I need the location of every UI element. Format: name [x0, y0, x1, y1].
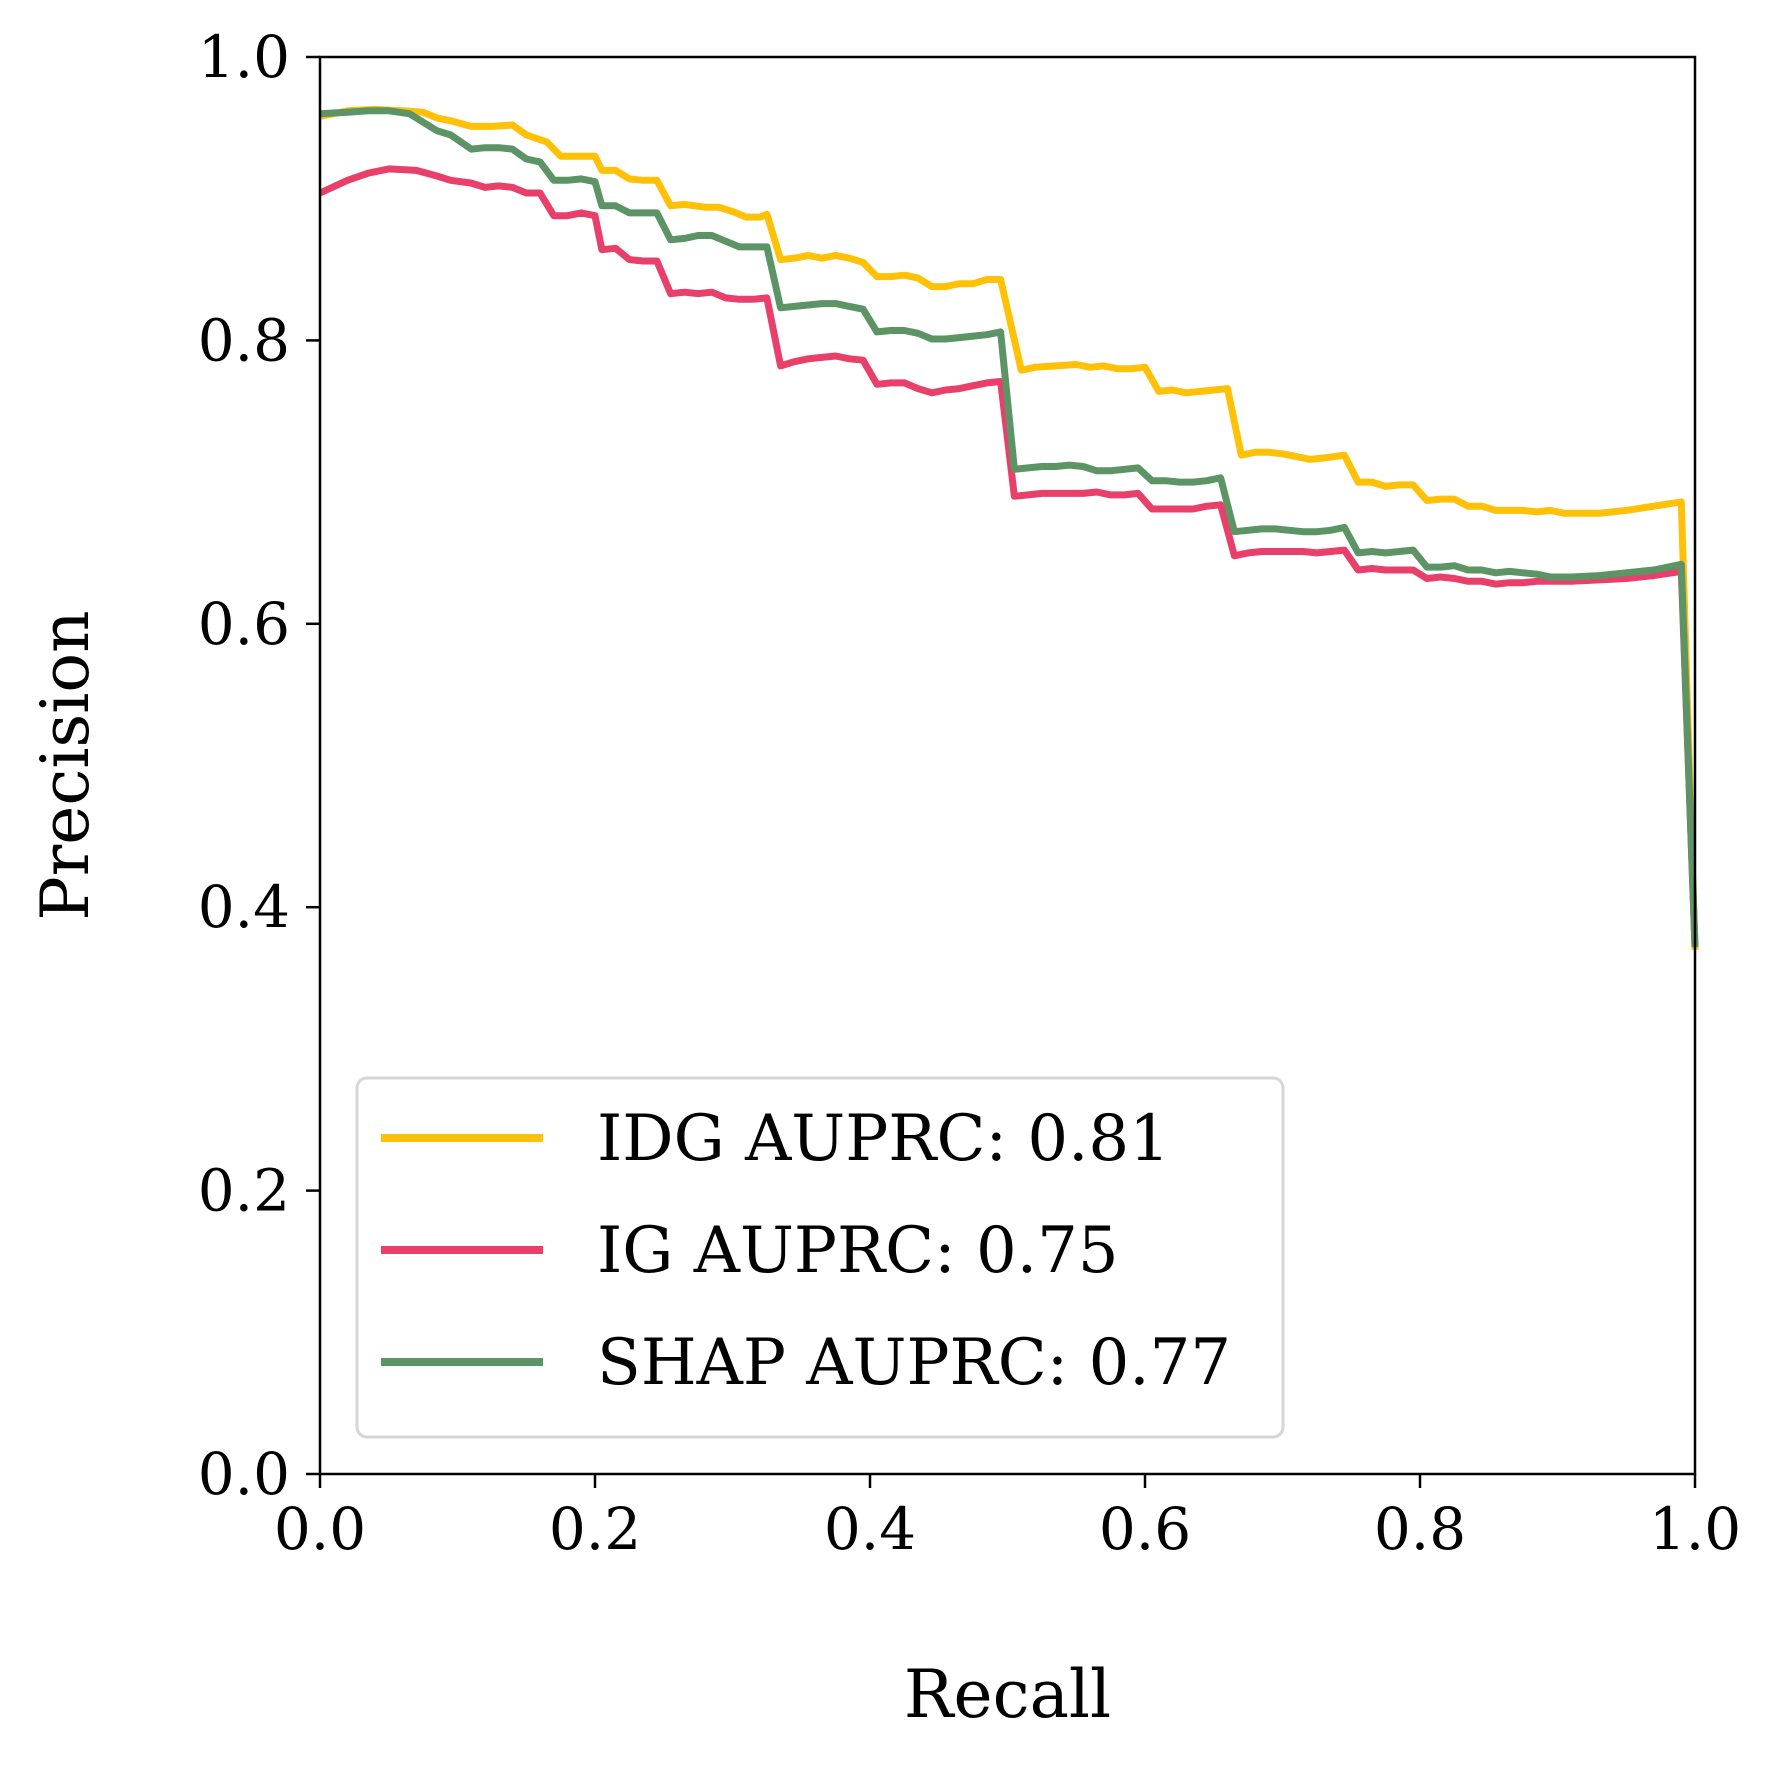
- y-axis-title: Precision: [27, 610, 104, 920]
- y-tick-label: 0.8: [198, 306, 290, 374]
- series-layer: [318, 105, 1699, 950]
- legend-label-2: SHAP AUPRC: 0.77: [597, 1326, 1231, 1400]
- series-line-2: [319, 107, 1699, 948]
- x-tick-label: 0.4: [824, 1495, 916, 1563]
- legend-box: [355, 1076, 1285, 1439]
- legend: IDG AUPRC: 0.81 IG AUPRC: 0.75 SHAP AUPRC:…: [355, 1076, 1285, 1439]
- plot-frame: [318, 55, 1697, 1476]
- y-tick-label: 1.0: [198, 23, 290, 91]
- y-tick-label: 0.6: [198, 590, 290, 658]
- x-tick-label: 1.0: [1649, 1495, 1741, 1563]
- x-tick-label: 0.0: [274, 1495, 366, 1563]
- axes-layer: 0.0 0.2 0.4 0.6 0.8 1.0 0.0 0.2 0.4 0.6 0.8 1.0: [198, 23, 1741, 1563]
- legend-label-1: IG AUPRC: 0.75: [597, 1214, 1119, 1288]
- x-tick-label: 0.6: [1099, 1495, 1191, 1563]
- series-line-0: [319, 105, 1699, 950]
- y-tick-label: 0.2: [198, 1157, 290, 1225]
- x-tick-label: 0.8: [1374, 1495, 1466, 1563]
- legend-label-0: IDG AUPRC: 0.81: [597, 1102, 1170, 1176]
- series-line-1: [318, 165, 1699, 948]
- y-tick-label: 0.4: [198, 873, 290, 941]
- x-axis-title: Recall: [904, 1656, 1111, 1733]
- y-tick-label: 0.0: [198, 1440, 290, 1508]
- x-tick-label: 0.2: [549, 1495, 641, 1563]
